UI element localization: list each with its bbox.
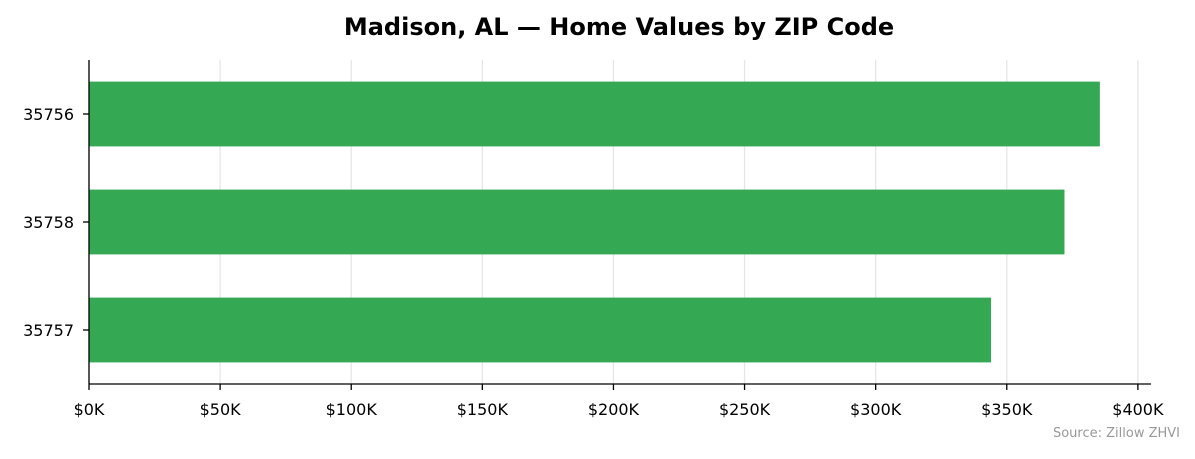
x-tick-label: $250K — [719, 400, 771, 419]
y-tick-label: 35756 — [23, 105, 74, 124]
x-tick-label: $50K — [200, 400, 242, 419]
y-axis-ticks: 35756 35758 35757 — [23, 105, 89, 340]
bars — [89, 81, 1100, 363]
chart-title: Madison, AL — Home Values by ZIP Code — [344, 13, 894, 41]
source-note: Source: Zillow ZHVI — [1053, 426, 1180, 441]
x-tick-label: $350K — [981, 400, 1033, 419]
bar-35757 — [89, 297, 992, 363]
x-tick-label: $0K — [74, 400, 105, 419]
x-tick-label: $100K — [326, 400, 378, 419]
x-tick-label: $200K — [588, 400, 640, 419]
y-tick-label: 35758 — [23, 213, 74, 232]
bar-35756 — [89, 81, 1100, 147]
x-tick-label: $300K — [850, 400, 902, 419]
x-axis-ticks: $0K $50K $100K $150K $200K $250K $300K $350K $40… — [74, 384, 1164, 419]
bar-35758 — [89, 189, 1065, 255]
x-tick-label: $400K — [1112, 400, 1164, 419]
x-tick-label: $150K — [457, 400, 509, 419]
y-tick-label: 35757 — [23, 321, 74, 340]
